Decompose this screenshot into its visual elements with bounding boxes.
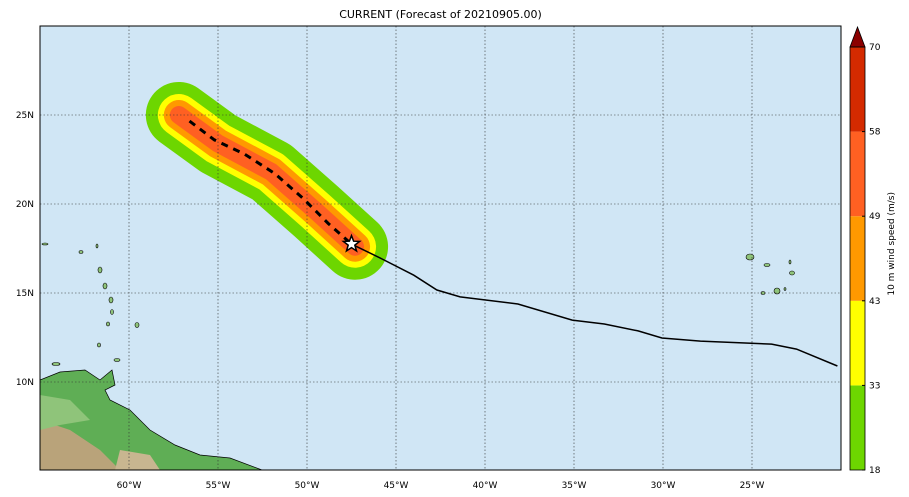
lon-tick-label: 60°W [117,481,142,491]
colorbar-tick-label: 70 [869,43,881,53]
lon-tick-label: 30°W [651,481,676,491]
lon-tick-label: 25°W [740,481,765,491]
colorbar-segment [850,300,865,386]
colorbar-label: 10 m wind speed (m/s) [887,192,897,296]
axis-ticks: 60°W 55°W 50°W 45°W 40°W 35°W 30°W 25°W 25N 20N 15… [16,111,765,491]
colorbar-tick-label: 58 [869,128,881,138]
colorbar-tick-label: 49 [869,212,881,222]
lon-tick-label: 35°W [562,481,587,491]
past-track-line [351,243,838,367]
forecast-track-line [188,119,353,246]
colorbar-frame [849,46,866,471]
land-south-america [40,369,263,470]
lat-tick-label: 25N [16,111,34,121]
colorbar-segment [850,47,865,132]
colorbar: 18 33 43 49 58 70 [849,25,881,476]
colorbar-extend-arrow [849,25,866,48]
lat-tick-label: 20N [16,200,34,210]
colorbar-segment [850,131,865,217]
colorbar-segment [850,216,865,301]
lat-tick-label: 10N [16,378,34,388]
colorbar-tick-label: 43 [869,297,880,307]
lon-tick-label: 55°W [206,481,231,491]
lon-tick-label: 40°W [473,481,498,491]
lon-tick-label: 50°W [295,481,320,491]
colorbar-segment [850,385,865,470]
colorbar-tick-label: 33 [869,381,880,391]
map-title: CURRENT (Forecast of 20210905.00) [339,8,542,21]
lon-tick-label: 45°W [384,481,409,491]
plot-frame [39,25,842,471]
colorbar-tick-label: 18 [869,466,881,476]
graticule [40,26,841,470]
current-position-star-icon [341,233,362,253]
lat-tick-label: 15N [16,289,34,299]
islands [41,242,795,366]
